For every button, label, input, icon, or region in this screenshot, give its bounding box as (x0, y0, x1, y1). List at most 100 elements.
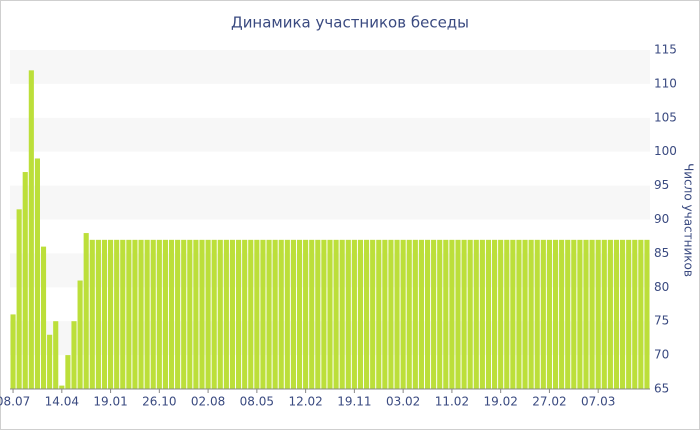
bar (418, 239, 424, 389)
x-tick-label: 19.01 (93, 395, 127, 409)
grid-band (10, 50, 650, 84)
bar (199, 239, 205, 389)
bar (620, 239, 626, 389)
bar (540, 239, 546, 389)
bar (595, 239, 601, 389)
bar (424, 239, 431, 389)
bar (376, 239, 382, 389)
bar (632, 239, 638, 389)
bar (144, 239, 150, 389)
x-tick-label: 12.02 (288, 395, 322, 409)
bar (309, 239, 315, 389)
bar (321, 239, 327, 389)
bar (552, 239, 559, 389)
bar (437, 239, 443, 389)
y-tick-label: 100 (654, 144, 677, 158)
bar (16, 209, 22, 389)
bar (71, 321, 77, 389)
bar (126, 239, 132, 389)
bar (284, 239, 290, 389)
bar (168, 239, 175, 389)
bar (498, 239, 504, 389)
bar (193, 239, 199, 389)
bar (101, 239, 108, 389)
bar (455, 239, 461, 389)
bar (583, 239, 589, 389)
bar (132, 239, 138, 389)
x-tick-label: 27.02 (532, 395, 566, 409)
bar (638, 239, 644, 389)
grid-band (10, 185, 650, 220)
bar (217, 239, 223, 389)
bar (510, 239, 516, 389)
bar (571, 239, 577, 389)
bar (601, 239, 607, 389)
bar (327, 239, 333, 389)
bar (47, 334, 53, 389)
x-tick-label: 14.04 (45, 395, 79, 409)
bar (613, 239, 620, 389)
bar (333, 239, 339, 389)
bar (534, 239, 540, 389)
bar (205, 239, 211, 389)
bar (577, 239, 583, 389)
bar (28, 70, 34, 389)
bar (278, 239, 284, 389)
grid-band (10, 117, 650, 152)
bar (559, 239, 565, 389)
bar (290, 239, 296, 389)
bar (546, 239, 552, 389)
bar (272, 239, 278, 389)
y-tick-label: 95 (654, 178, 669, 192)
bar (10, 314, 16, 389)
bar (65, 355, 71, 389)
bar (485, 239, 492, 389)
bar (296, 239, 303, 389)
bar (229, 239, 236, 389)
bar (138, 239, 144, 389)
bar (626, 239, 632, 389)
bar (181, 239, 187, 389)
y-tick-label: 75 (654, 314, 669, 328)
x-tick-label: 03.02 (386, 395, 420, 409)
y-tick-label: 90 (654, 212, 669, 226)
bar (83, 233, 89, 389)
bar (162, 239, 168, 389)
bar (114, 239, 120, 389)
bar (443, 239, 449, 389)
bar (120, 239, 126, 389)
y-tick-label: 70 (654, 348, 669, 362)
bar (431, 239, 437, 389)
bar (315, 239, 321, 389)
bar (364, 239, 370, 389)
bar (260, 239, 266, 389)
bar (108, 239, 114, 389)
bar (412, 239, 418, 389)
y-tick-label: 115 (654, 43, 677, 57)
bar (479, 239, 485, 389)
x-tick-label: 19.11 (337, 395, 371, 409)
bar (528, 239, 534, 389)
bar (303, 239, 309, 389)
bar (388, 239, 394, 389)
bar (357, 239, 364, 389)
x-tick-label: 08.07 (0, 395, 30, 409)
bar (607, 239, 613, 389)
bar (187, 239, 193, 389)
bar (449, 239, 455, 389)
bar (516, 239, 522, 389)
chart-title: Динамика участников беседы (231, 14, 469, 32)
y-tick-label: 65 (654, 382, 669, 396)
bar (467, 239, 473, 389)
y-tick-label: 105 (654, 110, 677, 124)
y-axis-label: Число участников (682, 163, 696, 277)
bar (473, 239, 479, 389)
bar (504, 239, 510, 389)
bar (351, 239, 357, 389)
x-tick-label: 08.05 (240, 395, 274, 409)
bar (211, 239, 217, 389)
x-tick-label: 26.10 (142, 395, 176, 409)
bar (175, 239, 181, 389)
bar (492, 239, 498, 389)
